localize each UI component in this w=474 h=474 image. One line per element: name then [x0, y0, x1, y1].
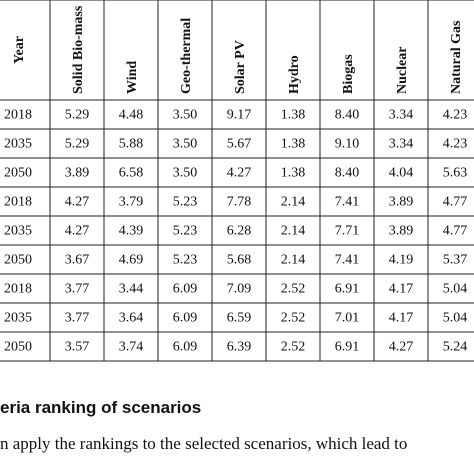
year-cell: 2018 [4, 282, 32, 297]
value-cell: 6.09 [173, 311, 198, 326]
value-cell: 7.78 [227, 195, 252, 210]
value-cell: 3.79 [119, 195, 144, 210]
value-cell: 4.19 [389, 253, 414, 268]
value-cell: 4.27 [389, 340, 414, 355]
value-cell: 7.71 [335, 224, 360, 239]
value-cell: 3.77 [65, 282, 90, 297]
value-cell: 6.28 [227, 224, 252, 239]
value-cell: 7.09 [227, 282, 252, 297]
value-cell: 4.69 [119, 253, 144, 268]
value-cell: 6.59 [227, 311, 252, 326]
value-cell: 4.48 [119, 108, 144, 123]
value-cell: 2.14 [281, 224, 306, 239]
value-cell: 5.04 [443, 282, 468, 297]
value-cell: 3.50 [173, 166, 198, 181]
column-header: Solid Bio-mass [71, 5, 86, 94]
value-cell: 1.38 [281, 166, 306, 181]
value-cell: 2.52 [281, 340, 306, 355]
value-cell: 4.23 [443, 137, 468, 152]
value-cell: 3.50 [173, 108, 198, 123]
value-cell: 3.67 [65, 253, 90, 268]
value-cell: 2.14 [281, 195, 306, 210]
value-cell: 6.58 [119, 166, 144, 181]
value-cell: 5.37 [443, 253, 468, 268]
value-cell: 5.67 [227, 137, 252, 152]
value-cell: 6.39 [227, 340, 252, 355]
value-cell: 4.27 [65, 195, 90, 210]
value-cell: 2.52 [281, 311, 306, 326]
year-cell: 2050 [4, 166, 32, 181]
value-cell: 2.52 [281, 282, 306, 297]
value-cell: 8.40 [335, 166, 360, 181]
value-cell: 3.74 [119, 340, 144, 355]
value-cell: 5.23 [173, 195, 198, 210]
value-cell: 7.01 [335, 311, 360, 326]
year-cell: 2050 [4, 253, 32, 268]
year-cell: 2018 [4, 108, 32, 123]
value-cell: 9.10 [335, 137, 360, 152]
column-header: Biogas [341, 54, 356, 94]
value-cell: 4.39 [119, 224, 144, 239]
column-header: Solar PV [233, 40, 248, 94]
column-header: Wind [125, 61, 140, 94]
value-cell: 7.41 [335, 195, 360, 210]
value-cell: 6.91 [335, 340, 360, 355]
value-cell: 1.38 [281, 137, 306, 152]
value-cell: 4.17 [389, 311, 414, 326]
value-cell: 5.63 [443, 166, 468, 181]
value-cell: 3.89 [65, 166, 90, 181]
value-cell: 2.14 [281, 253, 306, 268]
paragraph: n apply the rankings to the selected sce… [0, 434, 407, 453]
column-header: Nuclear [395, 47, 410, 94]
year-cell: 2035 [4, 137, 32, 152]
column-header: Geo-thermal [179, 18, 194, 94]
value-cell: 3.89 [389, 224, 414, 239]
value-cell: 3.50 [173, 137, 198, 152]
value-cell: 5.04 [443, 311, 468, 326]
value-cell: 5.23 [173, 224, 198, 239]
column-header: Year [12, 36, 27, 64]
value-cell: 1.38 [281, 108, 306, 123]
value-cell: 3.57 [65, 340, 90, 355]
value-cell: 6.91 [335, 282, 360, 297]
value-cell: 4.77 [443, 224, 468, 239]
value-cell: 3.64 [119, 311, 144, 326]
year-cell: 2035 [4, 311, 32, 326]
value-cell: 3.44 [119, 282, 144, 297]
value-cell: 4.17 [389, 282, 414, 297]
value-cell: 7.41 [335, 253, 360, 268]
value-cell: 4.77 [443, 195, 468, 210]
value-cell: 4.27 [227, 166, 252, 181]
year-cell: 2018 [4, 195, 32, 210]
value-cell: 3.77 [65, 311, 90, 326]
value-cell: 6.09 [173, 282, 198, 297]
value-cell: 5.24 [443, 340, 468, 355]
value-cell: 8.40 [335, 108, 360, 123]
value-cell: 5.68 [227, 253, 252, 268]
column-header: Hydro [287, 55, 302, 94]
value-cell: 5.29 [65, 137, 90, 152]
value-cell: 4.27 [65, 224, 90, 239]
value-cell: 3.34 [389, 108, 414, 123]
section-heading: eria ranking of scenarios [0, 398, 201, 417]
value-cell: 6.09 [173, 340, 198, 355]
value-cell: 3.89 [389, 195, 414, 210]
year-cell: 2035 [4, 224, 32, 239]
value-cell: 4.23 [443, 108, 468, 123]
value-cell: 5.88 [119, 137, 144, 152]
value-cell: 5.29 [65, 108, 90, 123]
column-header: Natural Gas [449, 20, 464, 94]
value-cell: 4.04 [389, 166, 414, 181]
value-cell: 9.17 [227, 108, 252, 123]
value-cell: 5.23 [173, 253, 198, 268]
value-cell: 3.34 [389, 137, 414, 152]
year-cell: 2050 [4, 340, 32, 355]
